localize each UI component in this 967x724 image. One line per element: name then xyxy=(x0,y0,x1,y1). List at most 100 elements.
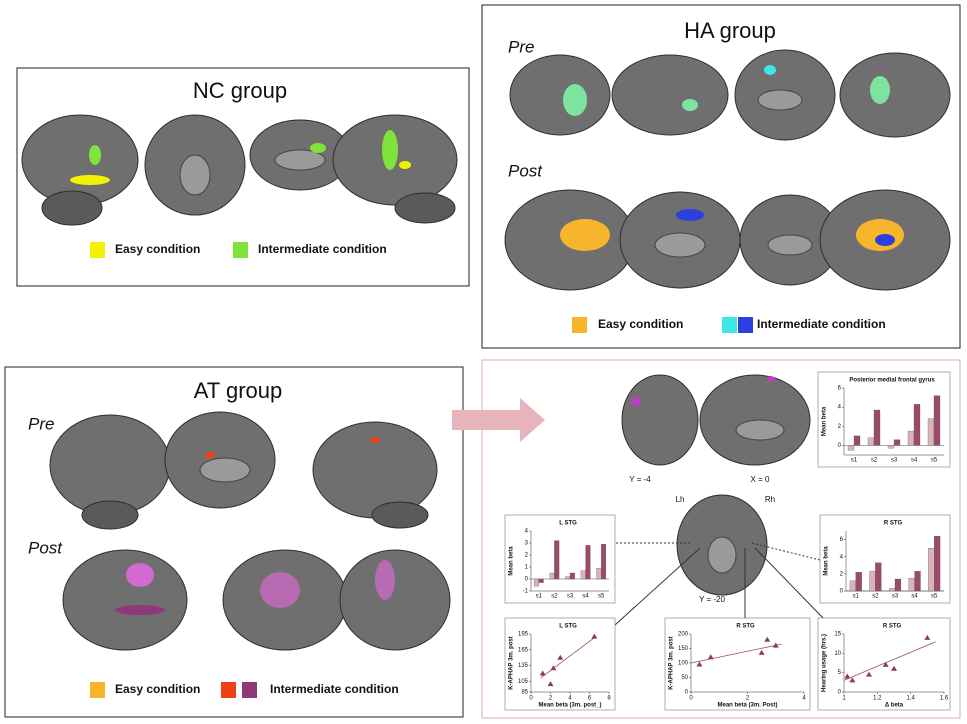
y-tick-label: 0 xyxy=(838,443,842,449)
x-tick-label: s2 xyxy=(871,458,878,464)
at-brains xyxy=(49,411,451,651)
y-axis-label: K-APHAP 3m. post xyxy=(509,636,515,690)
bar xyxy=(601,544,607,580)
bar xyxy=(927,418,935,446)
y-tick-label: -1 xyxy=(523,589,529,595)
bar xyxy=(873,409,881,446)
legend-label: Easy condition xyxy=(598,317,683,331)
legend-swatch xyxy=(233,242,248,258)
arrow xyxy=(452,398,545,442)
point xyxy=(557,654,564,660)
legend-label: Intermediate condition xyxy=(757,317,886,331)
y-tick-label: 135 xyxy=(518,663,529,669)
bar xyxy=(538,578,544,583)
bar xyxy=(849,580,856,592)
y-tick-label: 0 xyxy=(838,690,842,696)
x-tick-label: 1.4 xyxy=(906,696,915,702)
results-slices xyxy=(614,374,826,626)
y-axis-label: Mean beta xyxy=(822,406,828,436)
bar xyxy=(914,571,921,592)
point xyxy=(707,654,714,660)
y-tick-label: 0 xyxy=(685,690,689,696)
slice-label: Lh xyxy=(676,495,685,504)
x-tick-label: s2 xyxy=(872,594,879,600)
y-axis-label: K-APHAP 3m. post xyxy=(669,636,675,690)
y-tick-label: 1 xyxy=(525,565,529,571)
point xyxy=(547,681,554,687)
y-tick-label: 0 xyxy=(525,577,529,583)
bar xyxy=(549,572,555,580)
bar xyxy=(907,430,915,446)
bar xyxy=(580,570,586,580)
x-tick-label: s1 xyxy=(851,458,858,464)
chart-frame xyxy=(504,514,616,604)
legend-swatch xyxy=(90,242,105,258)
bar xyxy=(853,435,861,446)
x-tick-label: 1.2 xyxy=(873,696,882,702)
legend-swatch xyxy=(90,682,105,698)
x-tick-label: s5 xyxy=(598,594,605,600)
x-tick-label: s3 xyxy=(567,594,574,600)
bar xyxy=(565,576,571,580)
at-row-label: Pre xyxy=(28,414,54,433)
y-axis-label: Mean beta xyxy=(509,546,515,576)
point xyxy=(882,661,889,667)
point xyxy=(849,677,856,683)
bar xyxy=(934,535,941,592)
slice-label: Rh xyxy=(765,495,775,504)
y-tick-label: 105 xyxy=(518,679,529,685)
bar xyxy=(596,568,602,580)
bar xyxy=(893,439,901,446)
x-tick-label: s4 xyxy=(582,594,589,600)
legend-label: Intermediate condition xyxy=(270,682,399,696)
nc-brains xyxy=(21,114,458,226)
legend-swatch xyxy=(722,317,737,333)
bar xyxy=(888,588,896,592)
bar xyxy=(847,445,855,451)
bar xyxy=(908,577,915,592)
x-tick-label: s2 xyxy=(551,594,558,600)
x-tick-label: 8 xyxy=(607,696,611,702)
x-tick-label: 4 xyxy=(802,696,806,702)
legend-swatch xyxy=(572,317,587,333)
legend-swatch xyxy=(738,317,753,333)
legend-swatch xyxy=(242,682,257,698)
bar xyxy=(928,547,935,592)
x-tick-label: 1.6 xyxy=(940,696,949,702)
x-tick-label: s5 xyxy=(931,594,938,600)
point xyxy=(866,671,872,677)
legend-label: Intermediate condition xyxy=(258,242,387,256)
y-tick-label: 6 xyxy=(838,386,842,392)
y-tick-label: 165 xyxy=(518,647,529,653)
legend-label: Easy condition xyxy=(115,242,200,256)
y-tick-label: 15 xyxy=(834,632,841,638)
point xyxy=(772,642,779,648)
bar xyxy=(933,395,941,446)
bar xyxy=(585,545,591,580)
x-axis-label: Mean beta (3m. post_) xyxy=(538,703,601,709)
y-tick-label: 3 xyxy=(525,541,529,547)
y-tick-label: 0 xyxy=(840,589,844,595)
point xyxy=(550,665,557,671)
x-tick-label: s4 xyxy=(911,458,918,464)
chart-title: R STG xyxy=(884,521,903,527)
x-axis-label: Mean beta (3m. Post) xyxy=(717,703,777,709)
slice-label: X = 0 xyxy=(751,475,770,484)
x-tick-label: 6 xyxy=(588,696,592,702)
ha-row-label: Post xyxy=(508,161,543,180)
point xyxy=(924,634,931,640)
chart-title: Posterior medial frontal gyrus xyxy=(849,378,935,384)
bar xyxy=(913,404,921,446)
y-tick-label: 2 xyxy=(525,553,529,559)
x-tick-label: s3 xyxy=(891,458,898,464)
fit-line xyxy=(540,637,595,679)
y-tick-label: 5 xyxy=(838,670,842,676)
point xyxy=(758,649,765,655)
point xyxy=(891,665,897,671)
chart-frame xyxy=(504,617,616,711)
bar xyxy=(894,578,902,592)
bar xyxy=(533,578,539,587)
point xyxy=(764,636,771,642)
y-axis-label: Hearing usage (hrs.) xyxy=(822,634,828,692)
